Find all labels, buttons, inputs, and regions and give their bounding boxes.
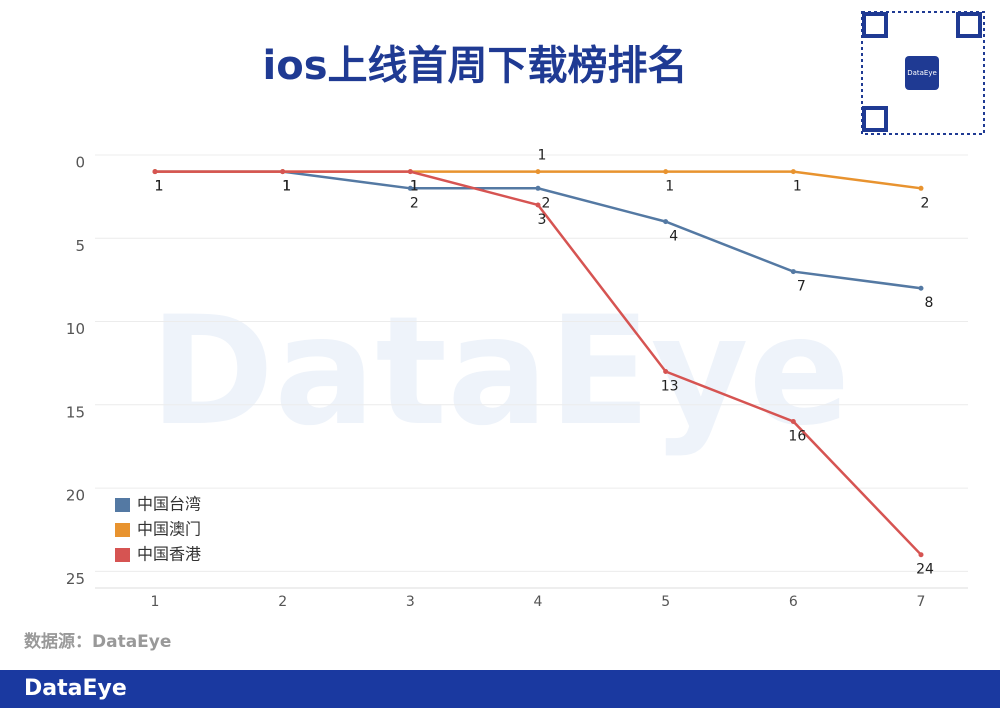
y-tick-label: 5 [75,237,85,255]
data-label: 8 [925,295,934,311]
legend-swatch [115,523,130,537]
source: 数据源：DataEye [24,631,171,652]
x-tick-label: 2 [278,594,287,610]
point [663,219,669,225]
data-label: 1 [665,179,674,195]
data-label: 1 [410,179,419,195]
data-label: 1 [155,179,164,195]
point [407,185,413,191]
legend-label: 中国香港 [137,545,201,564]
data-label: 1 [155,179,164,195]
x-tick-label: 5 [661,594,670,610]
data-label: 2 [542,195,551,211]
data-label: 4 [669,229,678,245]
y-tick-label: 20 [66,487,85,505]
x-tick-label: 4 [534,594,543,610]
legend-label: 中国台湾 [137,495,201,514]
data-label: 1 [155,179,164,195]
x-tick-label: 3 [406,594,415,610]
data-label: 2 [921,195,930,211]
data-label: 1 [793,179,802,195]
point [663,369,669,374]
point [535,169,541,175]
y-tick-label: 15 [66,403,85,421]
x-tick-label: 1 [151,594,160,610]
point [790,418,796,424]
y-tick-label: 0 [75,154,85,172]
data-label: 2 [410,195,419,211]
point [918,185,924,191]
point [280,169,286,175]
point [790,169,796,175]
data-label: 16 [788,428,806,444]
title: ios上线首周下载榜排名 [263,43,688,89]
data-label: 24 [916,562,934,578]
point [407,169,413,175]
x-tick-label: 7 [917,594,926,610]
point [152,169,158,175]
y-tick-label: 10 [66,320,85,338]
qr-code: DataEye [861,11,985,135]
point [918,285,924,291]
legend-swatch [115,548,130,562]
data-label: 1 [282,179,291,195]
watermark: DataEye [150,285,851,459]
footer-bar [0,670,1000,708]
data-label: 13 [661,379,679,395]
footer-brand: DataEye [24,676,127,701]
point [663,169,669,175]
point [535,185,541,191]
x-tick-label: 6 [789,594,798,610]
legend-swatch [115,498,130,512]
qr-label: DataEye [907,69,937,77]
data-label: 1 [410,179,419,195]
data-label: 7 [797,279,806,295]
data-label: 1 [538,148,547,164]
point [918,552,924,558]
data-label: 1 [282,179,291,195]
data-label: 3 [538,212,547,228]
point [535,202,541,208]
data-label: 1 [282,179,291,195]
point [790,269,796,275]
y-tick-label: 25 [66,570,85,588]
legend-label: 中国澳门 [137,520,201,539]
